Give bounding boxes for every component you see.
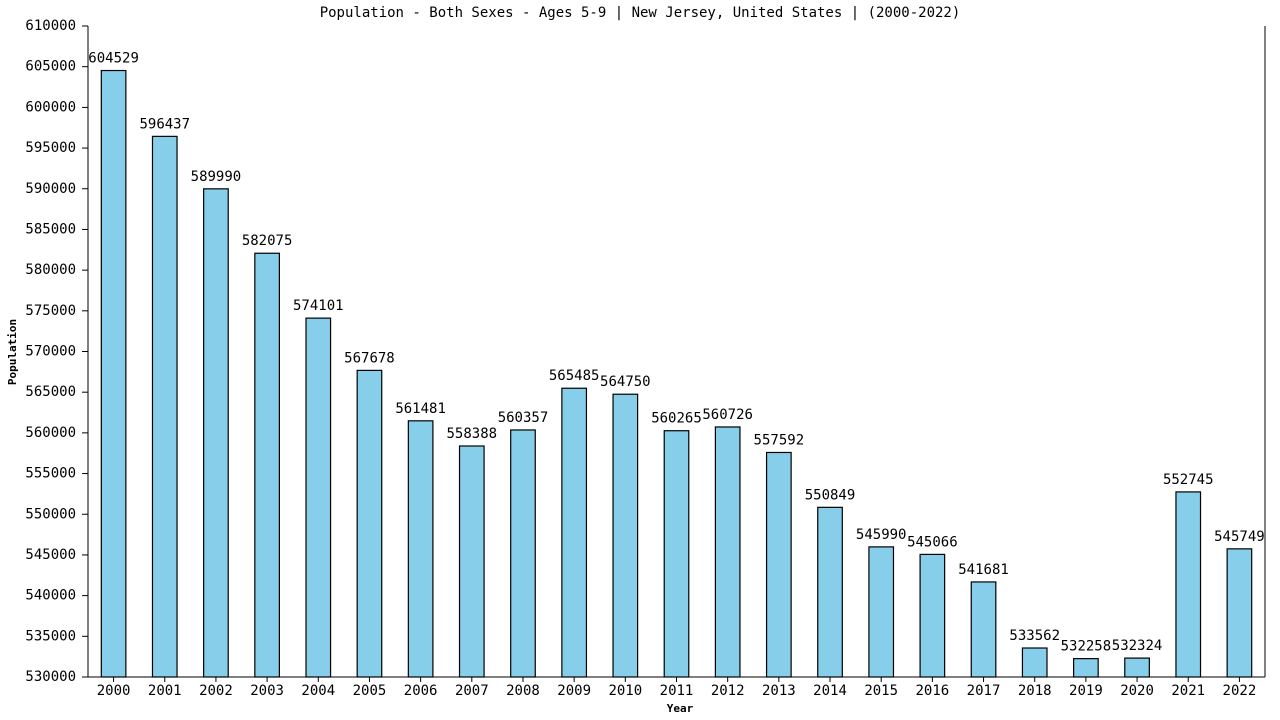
x-tick-label: 2008 [506, 683, 540, 699]
x-tick-label: 2003 [250, 683, 284, 699]
value-label: 561481 [395, 401, 446, 417]
y-tick-label: 590000 [25, 181, 76, 197]
x-axis-title: Year [667, 702, 694, 715]
x-tick-label: 2009 [557, 683, 591, 699]
bar [356, 369, 383, 678]
bar [1175, 491, 1202, 678]
value-label: 574101 [293, 298, 344, 314]
y-tick-label: 535000 [25, 628, 76, 644]
value-label: 545749 [1214, 529, 1265, 545]
x-tick-label: 2017 [967, 683, 1001, 699]
bar [1226, 548, 1253, 678]
x-tick-label: 2004 [301, 683, 335, 699]
value-label: 552745 [1163, 472, 1214, 488]
bar [100, 69, 127, 678]
x-tick-label: 2016 [916, 683, 950, 699]
value-label: 541681 [958, 562, 1009, 578]
x-tick-label: 2019 [1069, 683, 1103, 699]
value-label: 533562 [1009, 628, 1060, 644]
bar [1021, 647, 1048, 678]
bar [612, 393, 639, 678]
x-tick-label: 2006 [404, 683, 438, 699]
x-tick-label: 2022 [1223, 683, 1257, 699]
y-tick-label: 555000 [25, 466, 76, 482]
y-tick-label: 610000 [25, 18, 76, 34]
x-tick-label: 2015 [864, 683, 898, 699]
value-label: 565485 [549, 368, 600, 384]
x-tick-label: 2007 [455, 683, 489, 699]
value-label: 589990 [191, 169, 242, 185]
chart-title: Population - Both Sexes - Ages 5-9 | New… [320, 5, 961, 21]
bar [663, 430, 690, 678]
x-tick-label: 2012 [711, 683, 745, 699]
bar [510, 429, 536, 678]
x-tick-label: 2018 [1018, 683, 1052, 699]
x-tick-label: 2005 [353, 683, 387, 699]
bar [254, 252, 280, 678]
y-tick-label: 565000 [25, 384, 76, 400]
bar [765, 451, 792, 678]
y-axis-title: Population [6, 319, 19, 385]
value-label: 567678 [344, 350, 395, 366]
x-tick-label: 2002 [199, 683, 233, 699]
value-label: 560726 [702, 407, 753, 423]
y-tick-label: 550000 [25, 506, 76, 522]
bar [151, 135, 178, 678]
x-tick-label: 2010 [608, 683, 642, 699]
y-tick-label: 575000 [25, 303, 76, 319]
y-tick-label: 605000 [25, 59, 76, 75]
bar [1124, 657, 1150, 678]
value-label: 558388 [447, 426, 498, 442]
bar [970, 581, 997, 678]
bar [203, 188, 229, 678]
y-tick-label: 560000 [25, 425, 76, 441]
value-label: 545990 [856, 527, 907, 543]
bar [458, 445, 485, 678]
value-label: 545066 [907, 534, 958, 550]
value-label: 564750 [600, 374, 651, 390]
bar [305, 317, 332, 678]
bar [714, 426, 741, 678]
y-tick-label: 595000 [25, 140, 76, 156]
y-tick-label: 585000 [25, 221, 76, 237]
x-tick-label: 2011 [660, 683, 694, 699]
y-tick-label: 570000 [25, 344, 76, 360]
y-tick-label: 540000 [25, 588, 76, 604]
bar [868, 546, 895, 678]
x-tick-label: 2001 [148, 683, 182, 699]
x-tick-label: 2021 [1171, 683, 1205, 699]
value-label: 604529 [88, 51, 139, 67]
x-tick-label: 2000 [97, 683, 131, 699]
x-tick-label: 2013 [762, 683, 796, 699]
x-tick-label: 2020 [1120, 683, 1154, 699]
bar [919, 553, 946, 678]
y-tick-label: 600000 [25, 99, 76, 115]
bar [817, 506, 843, 678]
bar [1073, 658, 1099, 678]
value-label: 532324 [1112, 638, 1163, 654]
value-label: 596437 [139, 116, 190, 132]
value-label: 557592 [754, 432, 805, 448]
value-label: 560265 [651, 411, 702, 427]
value-label: 532258 [1061, 639, 1112, 655]
value-label: 560357 [498, 410, 549, 426]
x-tick-label: 2014 [813, 683, 847, 699]
bar [561, 387, 588, 678]
y-tick-label: 545000 [25, 547, 76, 563]
y-tick-label: 580000 [25, 262, 76, 278]
y-tick-label: 530000 [25, 669, 76, 685]
value-label: 582075 [242, 233, 293, 249]
value-label: 550849 [805, 487, 856, 503]
bar [407, 420, 434, 678]
